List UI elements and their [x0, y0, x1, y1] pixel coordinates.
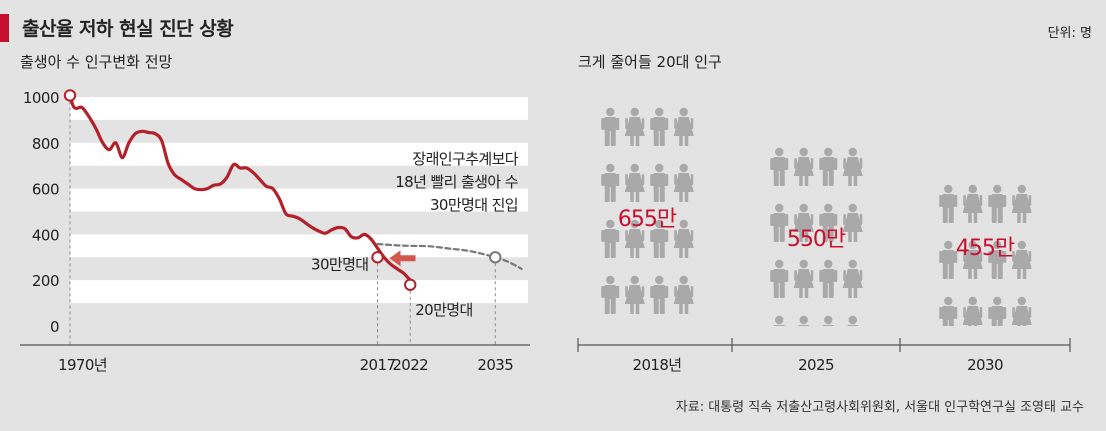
source-note: 자료: 대통령 직속 저출산고령사회위원회, 서울대 인구학연구실 조영태 교수	[675, 400, 1084, 415]
data-point-marker	[63, 89, 77, 102]
person-icon	[842, 203, 863, 242]
data-point-marker	[489, 251, 502, 264]
person-icon	[962, 184, 983, 223]
y-tick-label: 800	[32, 135, 59, 153]
person-icon	[650, 107, 669, 146]
grid-band	[70, 234, 528, 258]
person-icon	[939, 184, 958, 223]
data-point-marker	[371, 251, 384, 264]
y-tick-label: 1000	[23, 89, 59, 107]
point-label: 30만명대	[311, 255, 369, 273]
person-icon	[601, 107, 620, 146]
grid-band	[70, 280, 528, 304]
person-icon	[988, 296, 1007, 326]
person-icon	[793, 147, 814, 186]
grid-band	[70, 97, 528, 120]
person-icon	[673, 107, 694, 146]
person-icon	[650, 163, 669, 202]
pictograph-title: 크게 줄어들 20대 인구	[578, 53, 722, 71]
page-title: 출산율 저하 현실 진단 상황	[22, 18, 234, 40]
arrow-icon	[389, 250, 416, 267]
x-tick-label: 2022	[392, 356, 428, 374]
person-icon	[939, 296, 958, 326]
line-chart-title: 출생아 수 인구변화 전망	[20, 53, 173, 71]
person-icon	[793, 259, 814, 298]
person-icon	[601, 275, 620, 314]
annotation-text: 18년 빨리 출생아 수	[395, 173, 518, 191]
person-icon	[819, 259, 838, 298]
person-icon	[842, 259, 863, 298]
unit-label: 단위: 명	[1047, 26, 1092, 41]
x-tick-label: 2035	[477, 356, 513, 374]
person-icon	[842, 315, 863, 326]
person-icon	[1011, 240, 1032, 279]
person-icon	[624, 275, 645, 314]
person-icon	[1011, 184, 1032, 223]
y-tick-label: 400	[32, 226, 59, 244]
annotation-text: 장래인구추계보다	[412, 150, 518, 168]
person-icon	[939, 240, 958, 279]
category-label: 2025	[798, 356, 834, 374]
person-icon	[770, 203, 789, 242]
person-icon	[673, 219, 694, 258]
person-icon	[988, 184, 1007, 223]
person-icon	[770, 259, 789, 298]
x-tick-label: 2017	[360, 356, 396, 374]
person-icon	[673, 163, 694, 202]
person-icon	[601, 219, 620, 258]
person-icon	[624, 107, 645, 146]
grid-band	[70, 188, 528, 212]
point-label: 20만명대	[415, 301, 473, 319]
actual-series-line	[68, 93, 412, 282]
pictograph-value-label: 455만	[956, 236, 1015, 261]
person-icon	[793, 315, 814, 326]
person-icon	[770, 147, 789, 186]
person-icon	[842, 147, 863, 186]
person-icon	[962, 296, 983, 326]
person-icon	[819, 315, 838, 326]
pictograph-value-label: 550만	[787, 227, 846, 252]
y-tick-label: 600	[32, 181, 59, 199]
person-icon	[601, 163, 620, 202]
person-icon	[624, 163, 645, 202]
annotation-text: 30만명대 진입	[430, 196, 518, 214]
grid-band	[70, 142, 528, 166]
data-point-marker	[404, 278, 417, 291]
pictograph-value-label: 655만	[618, 207, 677, 232]
y-tick-label: 200	[32, 272, 59, 290]
x-tick-label: 1970년	[58, 356, 107, 374]
person-icon	[650, 275, 669, 314]
person-icon	[819, 147, 838, 186]
title-accent-bar	[0, 14, 9, 42]
person-icon	[770, 315, 789, 326]
person-icon	[673, 275, 694, 314]
person-icon	[1011, 296, 1032, 326]
y-tick-label: 0	[50, 318, 59, 336]
category-label: 2018년	[633, 356, 682, 374]
category-label: 2030	[967, 356, 1003, 374]
